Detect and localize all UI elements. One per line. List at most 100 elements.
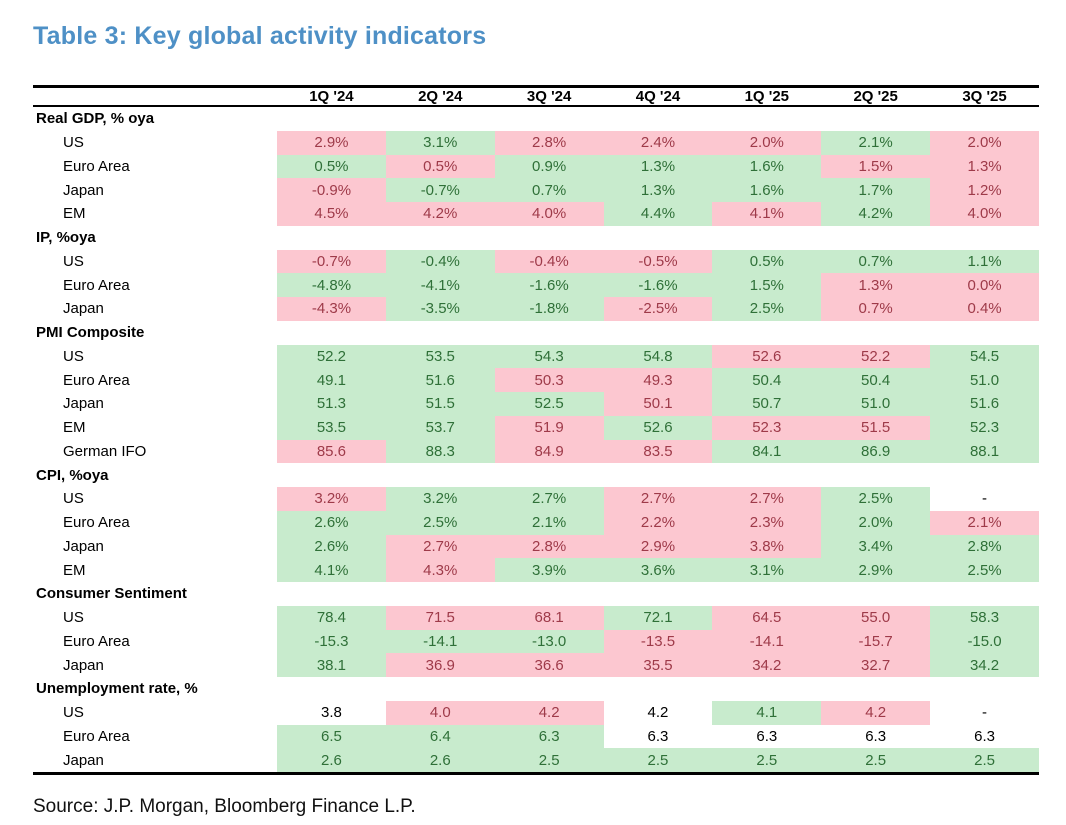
row-label: Euro Area xyxy=(63,632,130,650)
section-label: Real GDP, % oya xyxy=(33,106,1039,131)
table-body: Real GDP, % oya US 2.9% 3.1% 2.8% 2.4% 2.0% 2.1… xyxy=(33,106,1039,776)
data-cell: -0.9% xyxy=(277,178,386,202)
data-cell: -15.3 xyxy=(277,629,386,654)
row-label: US xyxy=(63,704,84,722)
data-cell: -1.6% xyxy=(603,273,713,297)
data-cell: 2.9% xyxy=(821,558,931,582)
data-cell: 52.3 xyxy=(712,415,822,440)
row-label: EM xyxy=(63,205,86,223)
data-cell: 2.9% xyxy=(603,534,713,559)
header-corner-cell xyxy=(33,85,278,107)
data-cell: 2.7% xyxy=(385,534,495,559)
data-cell: 2.6% xyxy=(277,510,386,535)
data-cell: 83.5 xyxy=(603,439,713,464)
table-row: Euro Area 49.1 51.6 50.3 49.3 50.4 50.4 51.0 xyxy=(33,368,1039,392)
data-cell: 1.6% xyxy=(712,154,822,179)
data-cell: 50.1 xyxy=(603,392,713,416)
source-note: Source: J.P. Morgan, Bloomberg Finance L… xyxy=(33,796,416,817)
data-cell: 51.9 xyxy=(494,415,604,440)
data-cell: 2.1% xyxy=(930,510,1039,535)
data-cell: 2.7% xyxy=(494,487,604,511)
section-row: Real GDP, % oya xyxy=(33,106,1039,131)
data-cell: 0.5% xyxy=(277,154,386,179)
row-label: Euro Area xyxy=(63,276,130,294)
data-cell: 2.8% xyxy=(494,130,604,155)
column-header: 1Q '25 xyxy=(712,85,822,107)
section-row: IP, %oya xyxy=(33,225,1039,250)
data-cell: 1.5% xyxy=(821,154,931,179)
data-cell: 50.3 xyxy=(494,368,604,392)
table-row: Japan 2.6 2.6 2.5 2.5 2.5 2.5 2.5 xyxy=(33,748,1039,776)
row-label: EM xyxy=(63,419,86,437)
data-cell: -0.4% xyxy=(494,249,604,274)
data-cell: 4.1% xyxy=(277,558,386,582)
data-cell: 1.7% xyxy=(821,178,931,202)
data-cell: 2.9% xyxy=(277,130,386,155)
data-cell: 34.2 xyxy=(930,653,1039,677)
data-cell: 3.8 xyxy=(277,700,386,725)
data-cell: 54.5 xyxy=(930,344,1039,369)
data-cell: 51.0 xyxy=(821,392,931,416)
data-cell: 2.2% xyxy=(603,510,713,535)
table-row: Japan 51.3 51.5 52.5 50.1 50.7 51.0 51.6 xyxy=(33,392,1039,416)
data-cell: 72.1 xyxy=(603,605,713,630)
data-cell: 2.8% xyxy=(494,534,604,559)
data-cell: 0.7% xyxy=(821,297,931,321)
data-cell: 0.7% xyxy=(494,178,604,202)
data-cell: -15.0 xyxy=(930,629,1039,654)
data-cell: -0.7% xyxy=(277,249,386,274)
data-cell: 1.5% xyxy=(712,273,822,297)
data-cell: 4.2% xyxy=(385,202,495,226)
data-cell: 6.3 xyxy=(930,724,1039,749)
data-cell: 0.0% xyxy=(930,273,1039,297)
data-cell: 50.7 xyxy=(712,392,822,416)
table-title: Table 3: Key global activity indicators xyxy=(33,22,487,50)
data-cell: 51.5 xyxy=(821,415,931,440)
data-cell: 2.5% xyxy=(385,510,495,535)
data-cell: 50.4 xyxy=(821,368,931,392)
data-cell: 6.4 xyxy=(385,724,495,749)
section-row: CPI, %oya xyxy=(33,463,1039,487)
data-cell: 0.5% xyxy=(385,154,495,179)
data-cell: 36.6 xyxy=(494,653,604,677)
data-cell: 78.4 xyxy=(277,605,386,630)
data-cell: 2.0% xyxy=(712,130,822,155)
data-cell: 2.5% xyxy=(821,487,931,511)
data-cell: 2.3% xyxy=(712,510,822,535)
data-cell: 2.6 xyxy=(277,748,386,776)
table-row: Euro Area 0.5% 0.5% 0.9% 1.3% 1.6% 1.5% 1.3% xyxy=(33,154,1039,179)
data-cell: 2.5% xyxy=(712,297,822,321)
section-label: IP, %oya xyxy=(33,225,1039,250)
table-row: US 3.8 4.0 4.2 4.2 4.1 4.2- xyxy=(33,700,1039,725)
section-label: PMI Composite xyxy=(33,320,1039,345)
table-row: US -0.7% -0.4% -0.4% -0.5% 0.5% 0.7% 1.1% xyxy=(33,249,1039,274)
data-cell: -0.5% xyxy=(603,249,713,274)
row-label: EM xyxy=(63,561,86,579)
row-label: US xyxy=(63,490,84,508)
section-row: Consumer Sentiment xyxy=(33,582,1039,606)
data-cell: 0.7% xyxy=(821,249,931,274)
row-label: Euro Area xyxy=(63,157,130,175)
data-cell: -0.4% xyxy=(385,249,495,274)
data-cell: 4.2% xyxy=(821,202,931,226)
data-cell: 51.6 xyxy=(930,392,1039,416)
data-cell: -15.7 xyxy=(821,629,931,654)
data-cell: 3.8% xyxy=(712,534,822,559)
row-label: Japan xyxy=(63,537,104,555)
data-cell: 4.2 xyxy=(603,700,713,725)
data-cell: 53.5 xyxy=(385,344,495,369)
data-cell: 51.5 xyxy=(385,392,495,416)
row-label: Euro Area xyxy=(63,514,130,532)
data-cell: - xyxy=(930,700,1039,725)
row-label: Japan xyxy=(33,748,278,776)
data-cell: 1.3% xyxy=(603,154,713,179)
data-cell: 1.3% xyxy=(930,154,1039,179)
data-cell: 6.3 xyxy=(821,724,931,749)
data-cell: 52.2 xyxy=(821,344,931,369)
data-cell: 52.3 xyxy=(930,415,1039,440)
data-cell: 2.0% xyxy=(821,510,931,535)
data-cell: 0.5% xyxy=(712,249,822,274)
data-cell: 4.0% xyxy=(494,202,604,226)
data-cell: 58.3 xyxy=(930,605,1039,630)
